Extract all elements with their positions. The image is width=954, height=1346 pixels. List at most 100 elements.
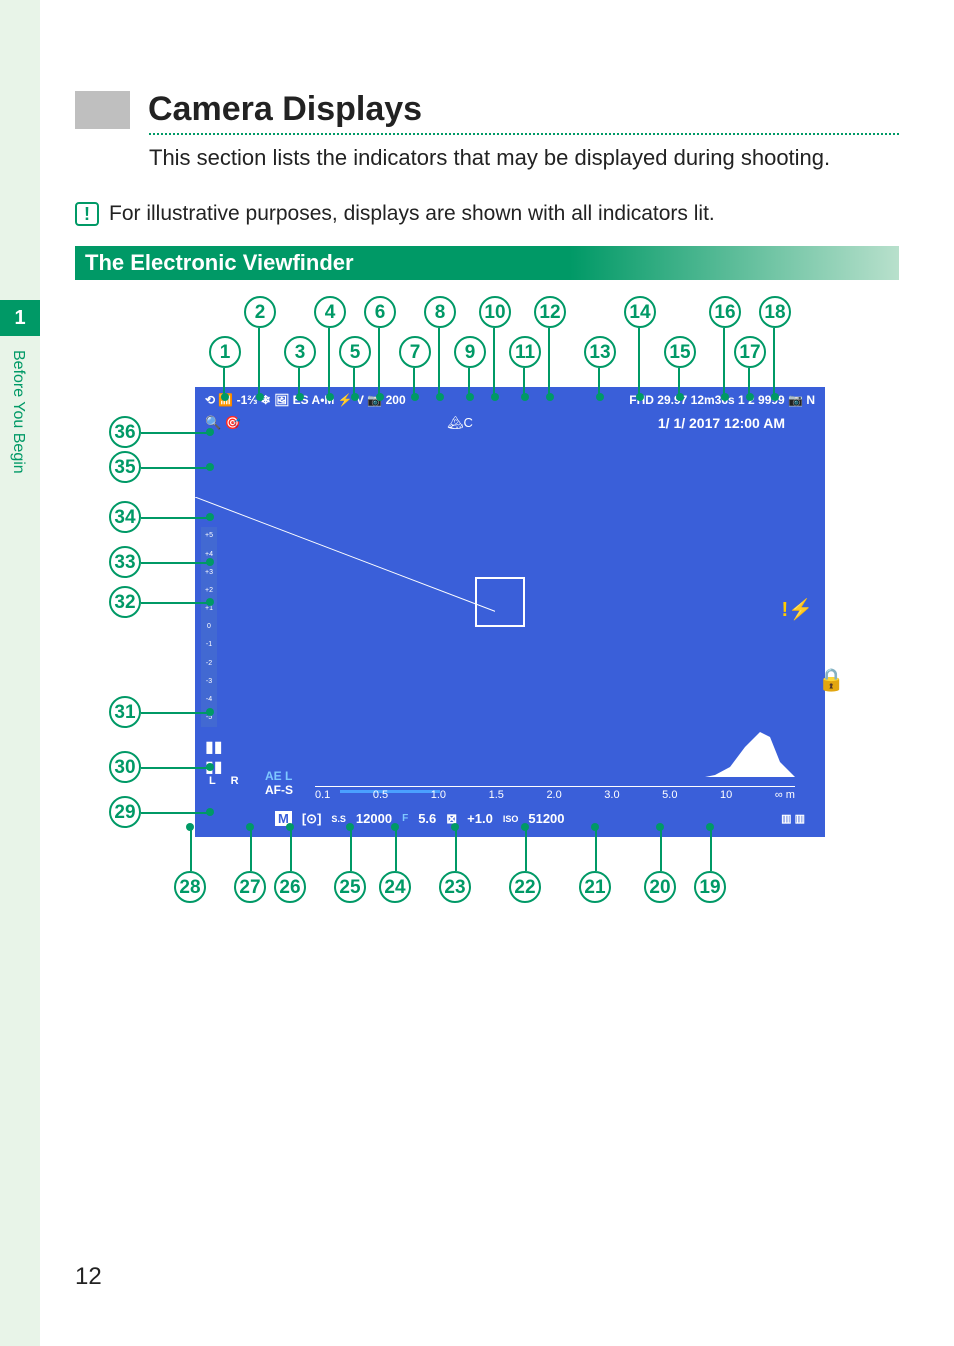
leader-dot — [521, 393, 529, 401]
callout-28: 28 — [174, 871, 206, 903]
page-number: 12 — [75, 1263, 102, 1291]
leader-dot — [746, 393, 754, 401]
callout-9: 9 — [454, 336, 486, 368]
vf-f-icon: F — [402, 813, 408, 824]
leader-line — [141, 812, 210, 814]
leader-dot — [296, 393, 304, 401]
vf-battery-icon: ▥ ▥ — [781, 812, 805, 825]
callout-16: 16 — [709, 296, 741, 328]
vf-aperture-value: 5.6 — [418, 811, 436, 826]
callout-7: 7 — [399, 336, 431, 368]
callout-6: 6 — [364, 296, 396, 328]
callout-2: 2 — [244, 296, 276, 328]
sidebar: 1 Before You Begin — [0, 0, 40, 1346]
vf-exposure-scale: +5+4+3+2+10-1-2-3-4-5 — [201, 527, 217, 727]
leader-line — [250, 827, 252, 871]
leader-dot — [676, 393, 684, 401]
leader-line — [141, 432, 210, 434]
callout-15: 15 — [664, 336, 696, 368]
callout-10: 10 — [479, 296, 511, 328]
leader-line — [258, 328, 260, 397]
leader-dot — [771, 393, 779, 401]
leader-dot — [521, 823, 529, 831]
title-block — [75, 91, 130, 129]
leader-dot — [286, 823, 294, 831]
vf-ael-label: AE L — [265, 770, 293, 783]
vf-metering-icon: [⊙] — [302, 811, 322, 827]
leader-line — [493, 328, 495, 397]
title-underline — [149, 133, 899, 135]
vf-afs-label: AF-S — [265, 784, 293, 797]
vf-focus-box — [475, 577, 525, 627]
callout-26: 26 — [274, 871, 306, 903]
vf-ss-icon: S.S — [331, 814, 346, 824]
callout-24: 24 — [379, 871, 411, 903]
viewfinder-display: ⟲ 📶 -1⅔ ❄ 🖼 ES A•M ⚡ V 📷 200 FHD 29.97 1… — [195, 387, 825, 837]
leader-dot — [546, 393, 554, 401]
leader-dot — [221, 393, 229, 401]
callout-12: 12 — [534, 296, 566, 328]
leader-dot — [256, 393, 264, 401]
leader-line — [455, 827, 457, 871]
leader-dot — [246, 823, 254, 831]
callout-29: 29 — [109, 796, 141, 828]
vf-histogram — [705, 727, 795, 777]
leader-line — [395, 827, 397, 871]
callout-1: 1 — [209, 336, 241, 368]
callout-25: 25 — [334, 871, 366, 903]
leader-dot — [466, 393, 474, 401]
callout-5: 5 — [339, 336, 371, 368]
leader-line — [723, 328, 725, 397]
section-bar: The Electronic Viewfinder — [75, 246, 899, 280]
vf-iso-value: 51200 — [528, 811, 564, 826]
leader-line — [328, 328, 330, 397]
content-area: Camera Displays This section lists the i… — [75, 90, 899, 932]
leader-line — [141, 467, 210, 469]
leader-line — [638, 328, 640, 397]
callout-33: 33 — [109, 546, 141, 578]
leader-dot — [326, 393, 334, 401]
leader-line — [773, 328, 775, 397]
vf-scene-icon: 🏔C — [447, 415, 473, 431]
callout-23: 23 — [439, 871, 471, 903]
leader-dot — [206, 428, 214, 436]
leader-line — [378, 328, 380, 397]
leader-line — [595, 827, 597, 871]
leader-dot — [596, 393, 604, 401]
callout-18: 18 — [759, 296, 791, 328]
leader-dot — [436, 393, 444, 401]
vf-horizon-line — [195, 497, 495, 647]
leader-line — [525, 827, 527, 871]
page-title: Camera Displays — [148, 90, 422, 129]
vf-second-row: 🔍 🎯 🏔C — [205, 415, 473, 431]
leader-line — [141, 712, 210, 714]
callout-17: 17 — [734, 336, 766, 368]
leader-line — [290, 827, 292, 871]
callout-36: 36 — [109, 416, 141, 448]
leader-line — [141, 767, 210, 769]
leader-dot — [451, 823, 459, 831]
callout-3: 3 — [284, 336, 316, 368]
leader-dot — [206, 808, 214, 816]
side-label: Before You Begin — [9, 350, 27, 474]
callout-34: 34 — [109, 501, 141, 533]
vf-date: 1/ 1/ 2017 12:00 AM — [658, 415, 785, 431]
leader-dot — [206, 708, 214, 716]
leader-line — [710, 827, 712, 871]
title-row: Camera Displays — [75, 90, 899, 129]
leader-dot — [206, 558, 214, 566]
callout-19: 19 — [694, 871, 726, 903]
note-icon: ! — [75, 202, 99, 226]
callout-8: 8 — [424, 296, 456, 328]
leader-dot — [411, 393, 419, 401]
callout-14: 14 — [624, 296, 656, 328]
leader-line — [660, 827, 662, 871]
note-text: For illustrative purposes, displays are … — [109, 202, 715, 226]
vf-lr-label: L R — [209, 775, 245, 787]
leader-line — [548, 328, 550, 397]
leader-line — [190, 827, 192, 871]
leader-dot — [656, 823, 664, 831]
leader-line — [141, 602, 210, 604]
leader-dot — [206, 598, 214, 606]
leader-dot — [636, 393, 644, 401]
